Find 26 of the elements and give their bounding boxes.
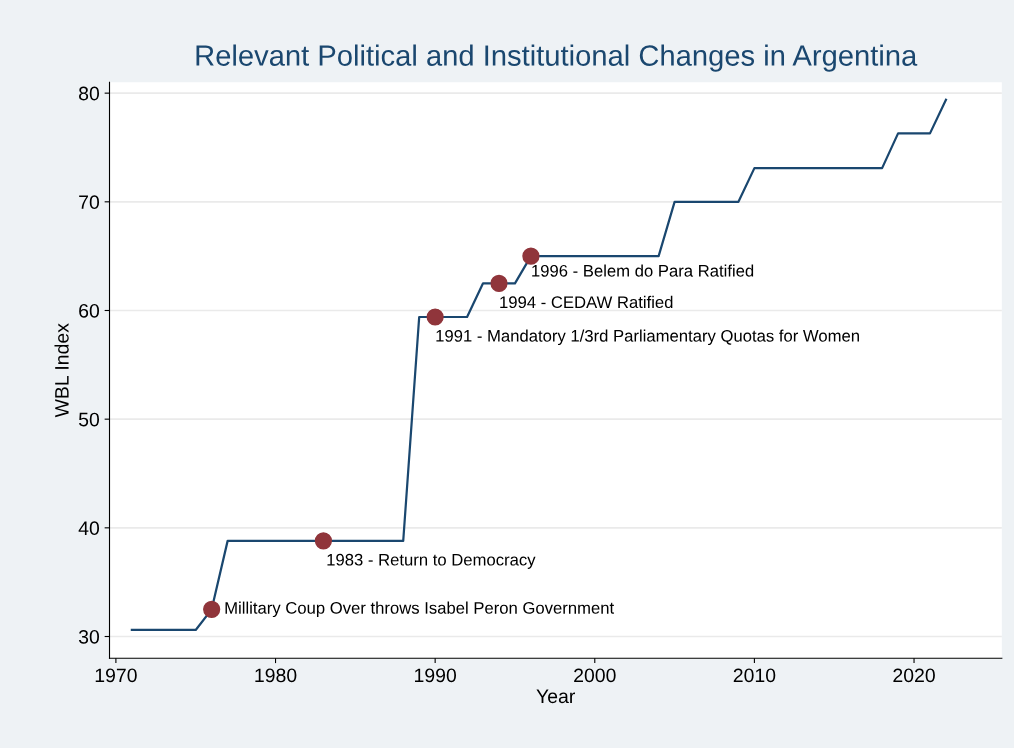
point	[203, 600, 221, 618]
x-tick-label: 1970	[95, 668, 137, 683]
y-tick-label: 30	[78, 629, 100, 644]
annotation: Millitary Coup Over throws Isabel Peron Government	[225, 601, 615, 618]
annotation: 1996 - Belem do Para Ratified	[532, 264, 754, 277]
annotation: 1991 - Mandatory 1/3rd Parliamentary Quotas for Women	[436, 329, 859, 346]
y-tick-label: 40	[78, 521, 100, 536]
x-tick-label: 1990	[415, 668, 457, 683]
point	[314, 532, 333, 550]
x-axis-title: Year	[536, 689, 575, 704]
annotation: 1983 - Return to Democracy	[327, 553, 536, 569]
y-tick-label: 70	[79, 195, 100, 210]
y-tick-label: 50	[78, 412, 100, 427]
y-axis-title: WBL Index	[54, 323, 69, 418]
line-series	[130, 98, 948, 632]
x-tick-label: 2000	[574, 668, 616, 683]
y-tick-label: 80	[79, 86, 100, 101]
chart-title: Relevant Political and Institutional Changes in Argentina	[196, 44, 918, 72]
x-tick-label: 1980	[255, 668, 297, 683]
point	[522, 247, 540, 265]
point	[426, 308, 444, 326]
y-tick-label: 60	[79, 303, 100, 318]
x-tick-label: 2020	[893, 668, 935, 683]
point	[490, 274, 508, 292]
x-tick-label: 2010	[733, 668, 776, 683]
annotation: 1994 - CEDAW Ratified	[500, 295, 673, 309]
